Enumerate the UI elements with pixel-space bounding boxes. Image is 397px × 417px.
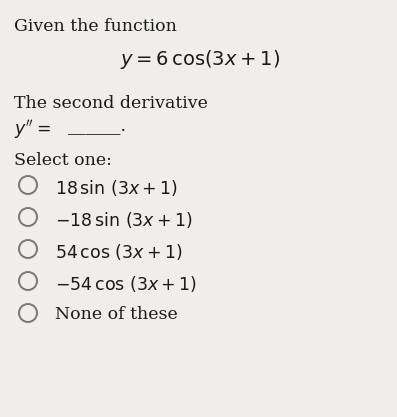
- Text: $y = 6\,\cos(3x + 1)$: $y = 6\,\cos(3x + 1)$: [120, 48, 280, 71]
- Text: $-18\,\sin\,(3x + 1)$: $-18\,\sin\,(3x + 1)$: [55, 210, 193, 230]
- Text: ______.: ______.: [68, 118, 126, 135]
- Text: None of these: None of these: [55, 306, 178, 323]
- Text: $18\,\sin\,(3x + 1)$: $18\,\sin\,(3x + 1)$: [55, 178, 178, 198]
- Text: Given the function: Given the function: [14, 18, 177, 35]
- Text: $54\,\cos\,(3x + 1)$: $54\,\cos\,(3x + 1)$: [55, 242, 183, 262]
- Text: $-54\,\cos\,(3x + 1)$: $-54\,\cos\,(3x + 1)$: [55, 274, 197, 294]
- Text: $y'' = $: $y'' = $: [14, 118, 51, 141]
- Text: Select one:: Select one:: [14, 152, 112, 169]
- Text: The second derivative: The second derivative: [14, 95, 208, 112]
